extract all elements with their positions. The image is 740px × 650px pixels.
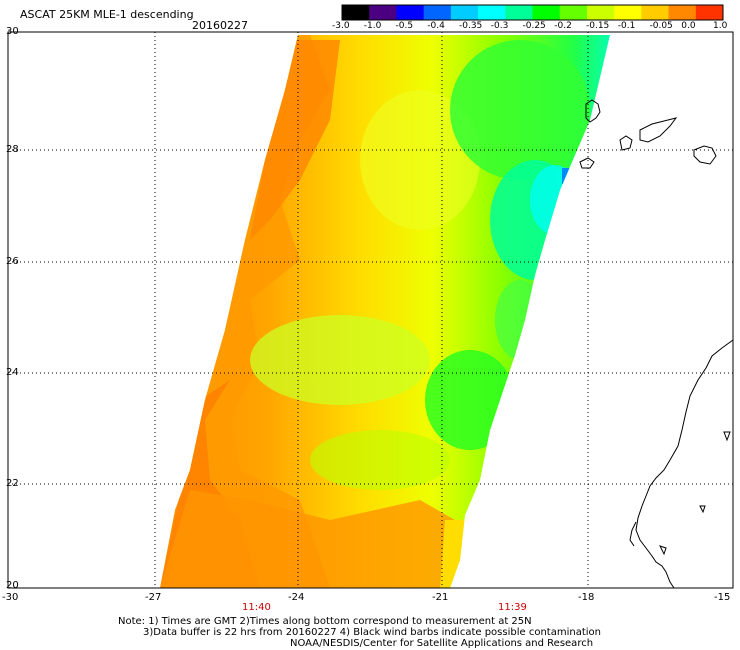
product-title: ASCAT 25KM MLE-1 descending [20,8,194,21]
colorbar-label: -1.0 [363,21,382,31]
colorbar-label: -0.2 [554,21,572,31]
colorbar-label: -0.35 [459,21,483,31]
lat-label: 22 [6,478,19,489]
colorbar-label: -0.05 [649,21,673,31]
colorbar-label: -0.15 [586,21,610,31]
colorbar-swatch [668,5,697,20]
colorbar-swatch [695,5,724,20]
lon-label: -24 [288,592,305,603]
pass-time: 11:39 [498,602,527,613]
colorbar-label: -0.3 [490,21,509,31]
colorbar-label: -0.4 [427,21,445,31]
product-date: 20160227 [192,19,248,32]
lon-label: -18 [578,592,595,603]
lat-label: 20 [6,580,19,591]
colorbar-label: -0.5 [395,21,414,31]
map-frame [7,31,734,589]
lat-label: 26 [6,256,19,267]
colorbar-label: 1.0 [713,21,728,31]
colorbar-swatch [532,5,561,20]
lon-label: -15 [714,592,731,603]
graticule [8,32,733,588]
colorbar-swatch [342,5,370,20]
lon-label: -30 [2,592,19,603]
note-line-1: Note: 1) Times are GMT 2)Times along bot… [118,616,532,627]
colorbar-swatch [586,5,615,20]
colorbar-swatch [641,5,670,20]
colorbar-swatch [369,5,397,20]
lat-label: 30 [6,26,19,37]
note-line-3: NOAA/NESDIS/Center for Satellite Applica… [290,638,594,649]
coastline [579,99,734,589]
colorbar-label: -3.0 [332,21,350,31]
note-line-2: 3)Data buffer is 22 hrs from 20160227 4)… [143,627,601,638]
lat-label: 24 [6,367,19,378]
colorbar-frame [341,4,724,21]
colorbar-label: -0.1 [617,21,636,31]
colorbar-swatch [396,5,425,20]
colorbar-swatch [478,5,506,20]
colorbar-label: 0.0 [681,21,696,31]
colorbar-swatch [450,5,479,20]
colorbar-swatch [559,5,588,20]
colorbar-label: -0.25 [522,21,546,31]
lat-label: 28 [6,144,19,155]
lon-label: -21 [432,592,449,603]
colorbar-swatch [423,5,452,20]
colorbar-swatch [614,5,642,20]
swath-data [160,35,610,588]
pass-time: 11:40 [242,602,271,613]
colorbar-swatch [505,5,533,20]
lon-label: -27 [145,592,162,603]
